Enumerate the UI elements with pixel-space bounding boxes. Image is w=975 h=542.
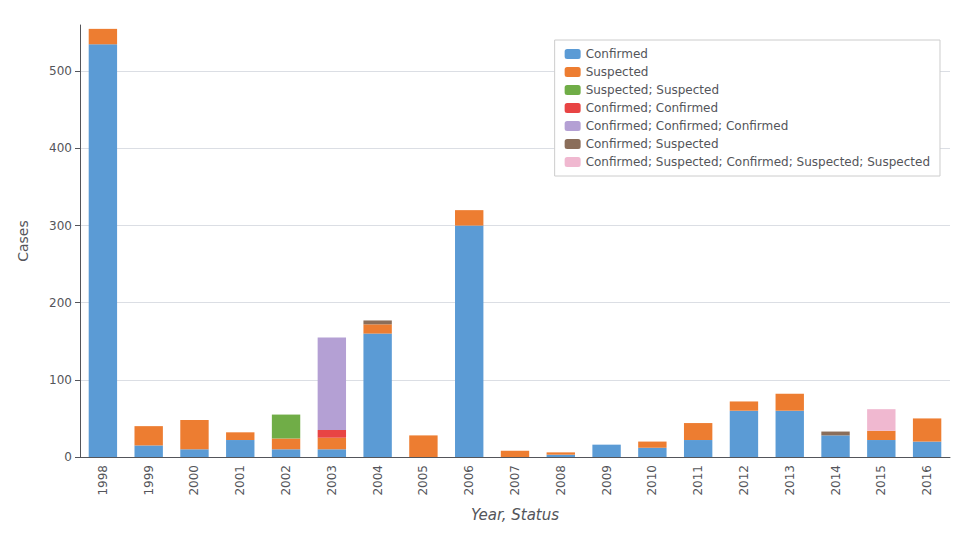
svg-text:2014: 2014	[829, 465, 843, 496]
svg-text:500: 500	[49, 64, 72, 78]
svg-text:Suspected: Suspected	[586, 65, 649, 79]
svg-text:300: 300	[49, 219, 72, 233]
svg-text:100: 100	[49, 373, 72, 387]
svg-text:2013: 2013	[783, 465, 797, 496]
svg-text:Cases: Cases	[15, 220, 31, 262]
svg-text:400: 400	[49, 141, 72, 155]
svg-text:2009: 2009	[600, 465, 614, 496]
svg-text:2006: 2006	[462, 465, 476, 496]
svg-text:2003: 2003	[325, 465, 339, 496]
svg-text:2012: 2012	[737, 465, 751, 496]
svg-text:2001: 2001	[233, 465, 247, 496]
svg-text:2002: 2002	[279, 465, 293, 496]
svg-text:200: 200	[49, 296, 72, 310]
svg-text:1999: 1999	[142, 465, 156, 496]
svg-text:2000: 2000	[187, 465, 201, 496]
svg-text:2016: 2016	[920, 465, 934, 496]
svg-text:2010: 2010	[645, 465, 659, 496]
svg-text:Confirmed: Confirmed	[586, 47, 648, 61]
svg-text:Confirmed; Confirmed: Confirmed; Confirmed	[586, 101, 718, 115]
svg-text:Year, Status: Year, Status	[471, 506, 559, 524]
svg-text:Confirmed; Confirmed; Confirme: Confirmed; Confirmed; Confirmed	[586, 119, 789, 133]
svg-text:0: 0	[64, 450, 72, 464]
svg-text:Confirmed; Suspected; Confirme: Confirmed; Suspected; Confirmed; Suspect…	[586, 155, 930, 169]
svg-text:2007: 2007	[508, 465, 522, 496]
svg-text:Suspected; Suspected: Suspected; Suspected	[586, 83, 719, 97]
svg-text:2005: 2005	[416, 465, 430, 496]
svg-text:2011: 2011	[691, 465, 705, 496]
svg-text:Confirmed; Suspected: Confirmed; Suspected	[586, 137, 719, 151]
svg-text:1998: 1998	[96, 465, 110, 496]
svg-text:2008: 2008	[554, 465, 568, 496]
svg-text:2015: 2015	[874, 465, 888, 496]
svg-text:2004: 2004	[371, 465, 385, 496]
